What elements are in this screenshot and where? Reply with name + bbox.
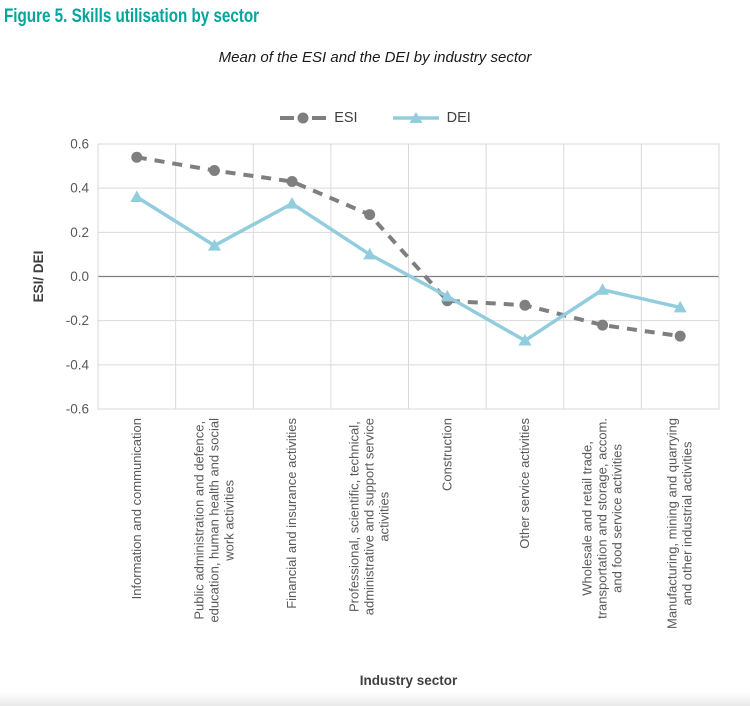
svg-text:Financial and insurance activi: Financial and insurance activities — [284, 418, 299, 609]
svg-text:-0.4: -0.4 — [66, 357, 90, 372]
legend-label-esi: ESI — [334, 110, 358, 126]
svg-text:0.2: 0.2 — [70, 225, 89, 240]
svg-text:Public administration and defe: Public administration and defence,educat… — [191, 418, 236, 623]
page-bottom-fade — [0, 692, 750, 706]
svg-text:Other service activities: Other service activities — [517, 418, 532, 549]
svg-text:0.4: 0.4 — [70, 181, 89, 196]
svg-text:0.6: 0.6 — [70, 137, 89, 152]
chart-legend: ESI DEI — [0, 110, 750, 126]
legend-item-esi: ESI — [279, 110, 358, 126]
svg-text:0.0: 0.0 — [70, 269, 89, 284]
svg-text:Professional, scientific, tech: Professional, scientific, technical,admi… — [347, 418, 392, 615]
svg-text:Information and communication: Information and communication — [129, 418, 144, 599]
chart-subtitle: Mean of the ESI and the DEI by industry … — [218, 49, 532, 66]
esi-dashed-line-sample — [280, 112, 327, 124]
svg-text:-0.2: -0.2 — [66, 313, 89, 328]
svg-text:Industry sector: Industry sector — [360, 673, 458, 688]
svg-text:Wholesale and retail trade,tra: Wholesale and retail trade,transportatio… — [580, 418, 625, 619]
svg-text:-0.6: -0.6 — [66, 402, 89, 417]
dei-solid-line-sample — [392, 112, 439, 123]
svg-text:ESI/ DEI: ESI/ DEI — [31, 251, 46, 303]
legend-label-dei: DEI — [446, 110, 471, 126]
svg-text:Manufacturing, mining and quar: Manufacturing, mining and quarryingand o… — [665, 418, 695, 629]
figure-title: Figure 5. Skills utilisation by sector — [4, 6, 260, 27]
svg-text:Construction: Construction — [439, 418, 454, 491]
legend-item-dei: DEI — [392, 110, 471, 126]
